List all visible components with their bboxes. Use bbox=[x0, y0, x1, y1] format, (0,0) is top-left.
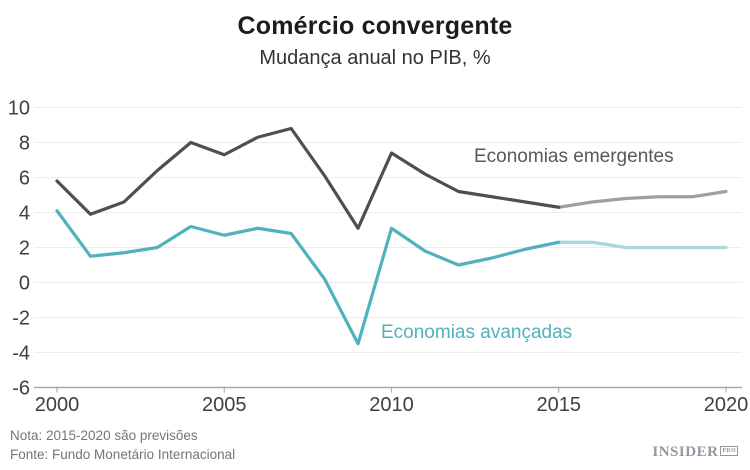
y-tick-label: 0 bbox=[19, 273, 30, 295]
x-tick-label: 2010 bbox=[369, 394, 414, 416]
series-avancadas-line bbox=[55, 209, 561, 346]
footnote-source: Fonte: Fundo Monetário Internacional bbox=[10, 447, 236, 462]
series-emergentes-forecast-line bbox=[557, 189, 728, 209]
series-label-avancadas: Economias avançadas bbox=[381, 322, 573, 343]
y-tick-label: -6 bbox=[12, 378, 30, 400]
logo-wordmark: INSIDER bbox=[652, 444, 719, 460]
y-tick-label: 2 bbox=[19, 238, 30, 260]
series-avancadas-forecast-line bbox=[557, 240, 728, 250]
y-tick-label: 8 bbox=[19, 133, 30, 155]
y-tick-label: 4 bbox=[19, 203, 30, 225]
series-label-emergentes: Economias emergentes bbox=[474, 146, 674, 167]
x-tick-label: 2005 bbox=[202, 394, 247, 416]
y-tick-label: 6 bbox=[19, 168, 30, 190]
logo-pro-badge: PRO bbox=[720, 446, 738, 456]
insider-pro-logo: INSIDER PRO bbox=[652, 444, 738, 460]
y-tick-label: -2 bbox=[12, 308, 30, 330]
y-tick-label: 10 bbox=[8, 98, 30, 120]
series-emergentes-line bbox=[55, 126, 561, 230]
chart-title: Comércio convergente bbox=[237, 12, 513, 40]
footnote-forecast-note: Nota: 2015-2020 são previsões bbox=[10, 428, 198, 443]
x-tick-label: 2000 bbox=[35, 394, 80, 416]
x-tick-label: 2020 bbox=[704, 394, 749, 416]
chart-subtitle: Mudança anual no PIB, % bbox=[259, 47, 491, 69]
x-tick-label: 2015 bbox=[537, 394, 582, 416]
y-tick-label: -4 bbox=[12, 343, 30, 365]
